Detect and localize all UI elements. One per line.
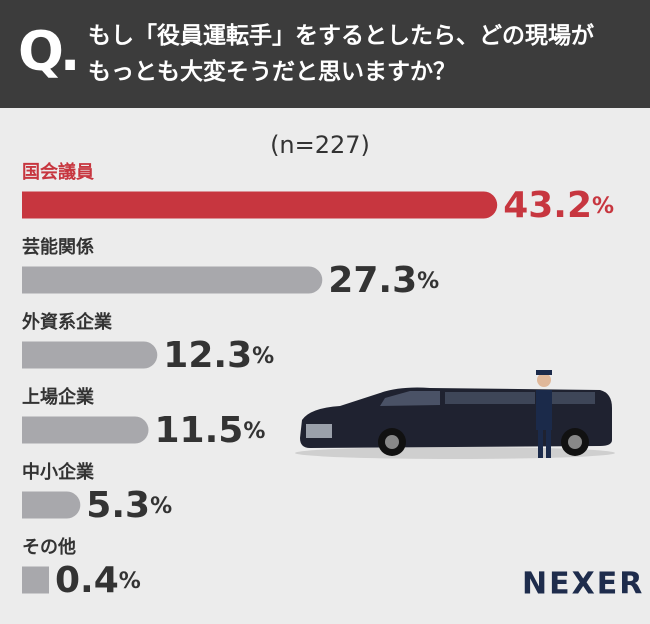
bar-base	[22, 566, 49, 594]
bar	[22, 341, 158, 369]
bar	[22, 191, 498, 219]
value-label: 12.3%	[163, 335, 274, 376]
bar-base	[22, 491, 49, 519]
question-label: Q.	[18, 20, 80, 83]
annotation: (n=227)	[270, 131, 370, 159]
bar-base	[22, 191, 49, 219]
category-label: 外資系企業	[22, 311, 113, 333]
chart-title: もし「役員運転手」をするとしたら、どの現場がもっとも大変そうだと思いますか？	[88, 23, 594, 85]
bar	[22, 266, 323, 294]
bar-base	[22, 416, 49, 444]
value-label: 43.2%	[503, 185, 614, 226]
chart: (n=227) NEXER INC. 国会議員 43.2% 芸能関係 27.3% 外資系…	[22, 131, 650, 602]
header: Q. もし「役員運転手」をするとしたら、どの現場がもっとも大変そうだと思いますか…	[0, 0, 650, 108]
limousine-illustration	[295, 370, 615, 459]
category-label: 上場企業	[22, 386, 95, 408]
value-label: 0.4%	[55, 560, 141, 601]
category-label: 芸能関係	[22, 236, 94, 258]
value-label: 27.3%	[328, 260, 439, 301]
brand: NEXER INC.	[522, 567, 650, 602]
bar-base	[22, 266, 49, 294]
bar-base	[22, 341, 49, 369]
category-label: 中小企業	[22, 461, 95, 483]
value-label: 5.3%	[86, 485, 172, 526]
bar	[22, 416, 149, 444]
category-label: その他	[22, 536, 76, 558]
category-label: 国会議員	[22, 161, 94, 183]
value-label: 11.5%	[155, 410, 266, 451]
